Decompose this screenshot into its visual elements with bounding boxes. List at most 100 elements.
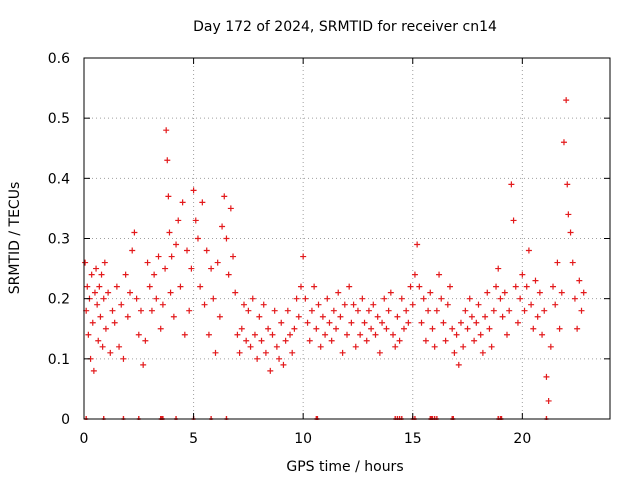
data-point — [273, 343, 280, 350]
data-point — [313, 325, 320, 332]
data-point — [350, 301, 357, 308]
y-tick-label: 0.2 — [48, 292, 70, 308]
data-point — [140, 361, 147, 368]
data-point — [394, 313, 401, 320]
data-point — [407, 283, 414, 290]
y-tick-label: 0.3 — [48, 232, 70, 248]
data-point — [530, 325, 537, 332]
data-point — [122, 271, 129, 278]
data-point — [173, 241, 180, 248]
x-tick-label: 10 — [294, 431, 312, 447]
data-point — [475, 301, 482, 308]
x-tick-label: 5 — [189, 431, 198, 447]
data-point — [578, 307, 585, 314]
data-point — [82, 259, 89, 266]
data-point — [405, 319, 412, 326]
data-point — [328, 337, 335, 344]
data-point — [556, 325, 563, 332]
data-point — [466, 295, 473, 302]
data-point — [203, 247, 210, 254]
data-point — [440, 319, 447, 326]
data-point — [142, 337, 149, 344]
data-point — [168, 253, 175, 260]
data-point — [462, 307, 469, 314]
data-point — [219, 223, 226, 230]
data-point — [271, 307, 278, 314]
data-point — [536, 289, 543, 296]
data-point — [352, 343, 359, 350]
data-point — [319, 313, 326, 320]
data-point — [519, 271, 526, 278]
data-point — [98, 271, 105, 278]
data-point — [129, 247, 136, 254]
data-point — [337, 313, 344, 320]
data-point — [346, 283, 353, 290]
data-point — [300, 253, 307, 260]
data-point — [127, 289, 134, 296]
data-point — [99, 343, 106, 350]
data-point — [442, 337, 449, 344]
data-point — [541, 307, 548, 314]
data-point — [359, 295, 366, 302]
data-point — [297, 283, 304, 290]
data-point — [482, 313, 489, 320]
data-point — [317, 343, 324, 350]
data-point — [363, 337, 370, 344]
data-point — [365, 307, 372, 314]
x-axis-label: GPS time / hours — [286, 459, 403, 475]
data-point — [344, 331, 350, 338]
data-point — [216, 313, 223, 320]
data-point — [234, 331, 241, 338]
data-point — [232, 289, 239, 296]
data-point — [545, 397, 552, 404]
data-point — [256, 313, 263, 320]
data-point — [335, 289, 342, 296]
plot-frame — [83, 57, 611, 420]
data-points — [82, 97, 587, 404]
data-point — [569, 259, 576, 266]
data-point — [245, 307, 252, 314]
data-point — [425, 307, 432, 314]
data-point — [580, 289, 587, 296]
data-point — [90, 367, 97, 374]
grid-lines — [84, 58, 610, 419]
data-point — [396, 337, 403, 344]
y-tick-label: 0.4 — [48, 171, 70, 187]
y-tick-label: 0.5 — [48, 111, 70, 127]
data-point — [148, 307, 155, 314]
data-point — [339, 349, 346, 356]
data-point — [153, 295, 160, 302]
data-point — [571, 295, 578, 302]
data-point — [414, 241, 421, 248]
data-point — [240, 301, 247, 308]
data-point — [164, 157, 171, 164]
data-point — [479, 349, 486, 356]
data-point — [159, 301, 166, 308]
data-point — [510, 217, 517, 224]
x-tick-label: 20 — [513, 431, 531, 447]
data-point — [101, 259, 108, 266]
data-point — [210, 295, 217, 302]
data-point — [107, 349, 114, 356]
data-point — [251, 331, 258, 338]
data-point — [468, 313, 475, 320]
data-point — [223, 235, 230, 242]
data-point — [243, 337, 250, 344]
data-point — [392, 343, 399, 350]
data-point — [135, 331, 142, 338]
data-point — [403, 307, 410, 314]
data-point — [137, 307, 144, 314]
data-point — [102, 325, 109, 332]
data-point — [376, 349, 383, 356]
data-point — [354, 307, 361, 314]
data-point — [554, 259, 561, 266]
data-point — [324, 295, 331, 302]
data-point — [124, 313, 131, 320]
data-point — [497, 295, 504, 302]
data-point — [560, 139, 567, 146]
data-point — [192, 217, 199, 224]
data-point — [368, 325, 375, 332]
data-point — [464, 325, 471, 332]
